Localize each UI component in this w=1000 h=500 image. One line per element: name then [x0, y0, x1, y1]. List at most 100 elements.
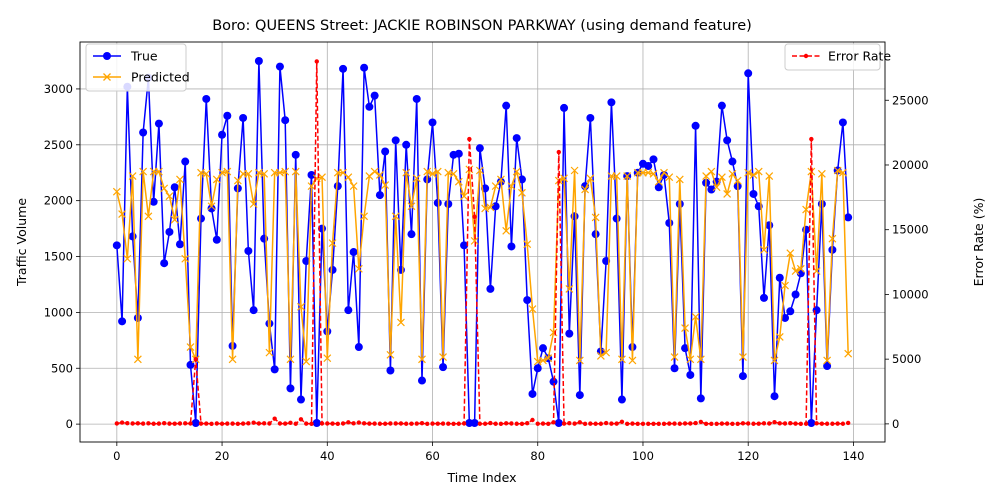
data-point: [717, 101, 726, 110]
data-point: [397, 318, 405, 327]
data-point: [567, 421, 572, 426]
y-axis-right: 0 5000 10000 15000 20000 25000: [885, 93, 929, 431]
data-point: [428, 118, 437, 127]
data-point: [386, 366, 395, 375]
y-tick-label-left: 0: [66, 417, 73, 431]
data-point: [507, 182, 516, 191]
data-point: [328, 239, 337, 248]
data-point: [677, 421, 683, 426]
x-tick-label: 140: [842, 449, 864, 463]
data-point: [712, 183, 721, 192]
data-point: [160, 259, 169, 268]
data-point: [112, 187, 121, 196]
data-point: [319, 421, 325, 426]
data-point: [346, 420, 351, 425]
data-point: [183, 421, 188, 426]
data-point: [728, 169, 737, 178]
data-point: [275, 62, 284, 71]
data-point: [272, 416, 277, 421]
data-point: [170, 183, 179, 192]
x-tick-label: 20: [215, 449, 230, 463]
data-point: [197, 214, 206, 223]
data-point: [297, 302, 305, 311]
data-point: [219, 421, 225, 426]
data-point: [475, 144, 484, 153]
data-point: [586, 174, 595, 183]
data-point: [344, 173, 353, 182]
legend-error-swatch-marker: [803, 53, 809, 59]
data-point: [709, 421, 714, 427]
data-point: [844, 349, 853, 358]
data-point: [777, 421, 782, 426]
data-point: [214, 421, 219, 426]
data-point: [267, 421, 272, 426]
data-point: [402, 168, 411, 177]
data-point: [786, 249, 795, 258]
data-point: [212, 235, 221, 244]
data-point: [628, 356, 637, 365]
data-point: [439, 353, 447, 362]
data-point: [254, 56, 263, 65]
data-point: [225, 421, 230, 426]
data-point: [845, 420, 851, 426]
data-point: [530, 417, 535, 423]
data-point: [212, 175, 221, 184]
data-point: [577, 420, 583, 425]
data-point: [388, 421, 393, 426]
data-point: [723, 190, 732, 198]
data-point: [719, 421, 725, 426]
y-tick-label-left: 2500: [44, 138, 73, 152]
data-point: [760, 245, 768, 254]
data-point: [614, 421, 619, 426]
data-point: [218, 130, 227, 139]
data-point: [640, 421, 646, 427]
data-point: [251, 420, 256, 425]
chart-title: Boro: QUEENS Street: JACKIE ROBINSON PAR…: [212, 18, 752, 34]
data-point: [188, 421, 193, 426]
data-point: [239, 113, 248, 122]
y-tick-label-left: 3000: [44, 82, 73, 96]
data-point: [525, 421, 530, 426]
data-point: [277, 421, 283, 426]
x-tick-label: 120: [737, 449, 759, 463]
data-point: [118, 210, 127, 218]
data-point: [223, 111, 232, 120]
data-point: [356, 420, 362, 425]
data-point: [619, 419, 625, 425]
data-point: [654, 177, 663, 186]
data-point: [565, 285, 574, 293]
data-point: [440, 421, 446, 426]
plot-frame: [79, 41, 886, 443]
data-point: [149, 197, 158, 206]
legend-left: True Predicted: [85, 43, 190, 92]
data-point: [372, 421, 377, 426]
data-point: [261, 421, 267, 426]
x-tick-label: 40: [320, 449, 335, 463]
data-point: [365, 102, 374, 111]
data-point: [412, 174, 421, 183]
data-point: [635, 421, 640, 427]
y-tick-label-left: 1500: [44, 250, 73, 264]
data-point: [177, 421, 183, 426]
data-point: [575, 391, 584, 400]
data-point: [181, 254, 190, 263]
data-point: [807, 419, 816, 428]
data-point: [502, 226, 511, 235]
data-point: [746, 421, 751, 426]
data-point: [360, 63, 369, 72]
data-point: [119, 420, 125, 425]
grid: [80, 42, 885, 442]
x-axis-label: Time Index: [447, 470, 517, 485]
data-point: [518, 188, 526, 197]
data-point: [298, 417, 304, 422]
data-point: [754, 167, 763, 176]
data-point: [475, 166, 484, 175]
data-point: [393, 421, 398, 426]
data-point: [125, 421, 130, 426]
data-point: [598, 421, 604, 426]
legend-predicted-swatch-marker: [103, 73, 111, 81]
data-point: [344, 306, 353, 315]
data-point: [786, 307, 795, 316]
data-point: [523, 240, 532, 249]
data-point: [512, 167, 521, 176]
